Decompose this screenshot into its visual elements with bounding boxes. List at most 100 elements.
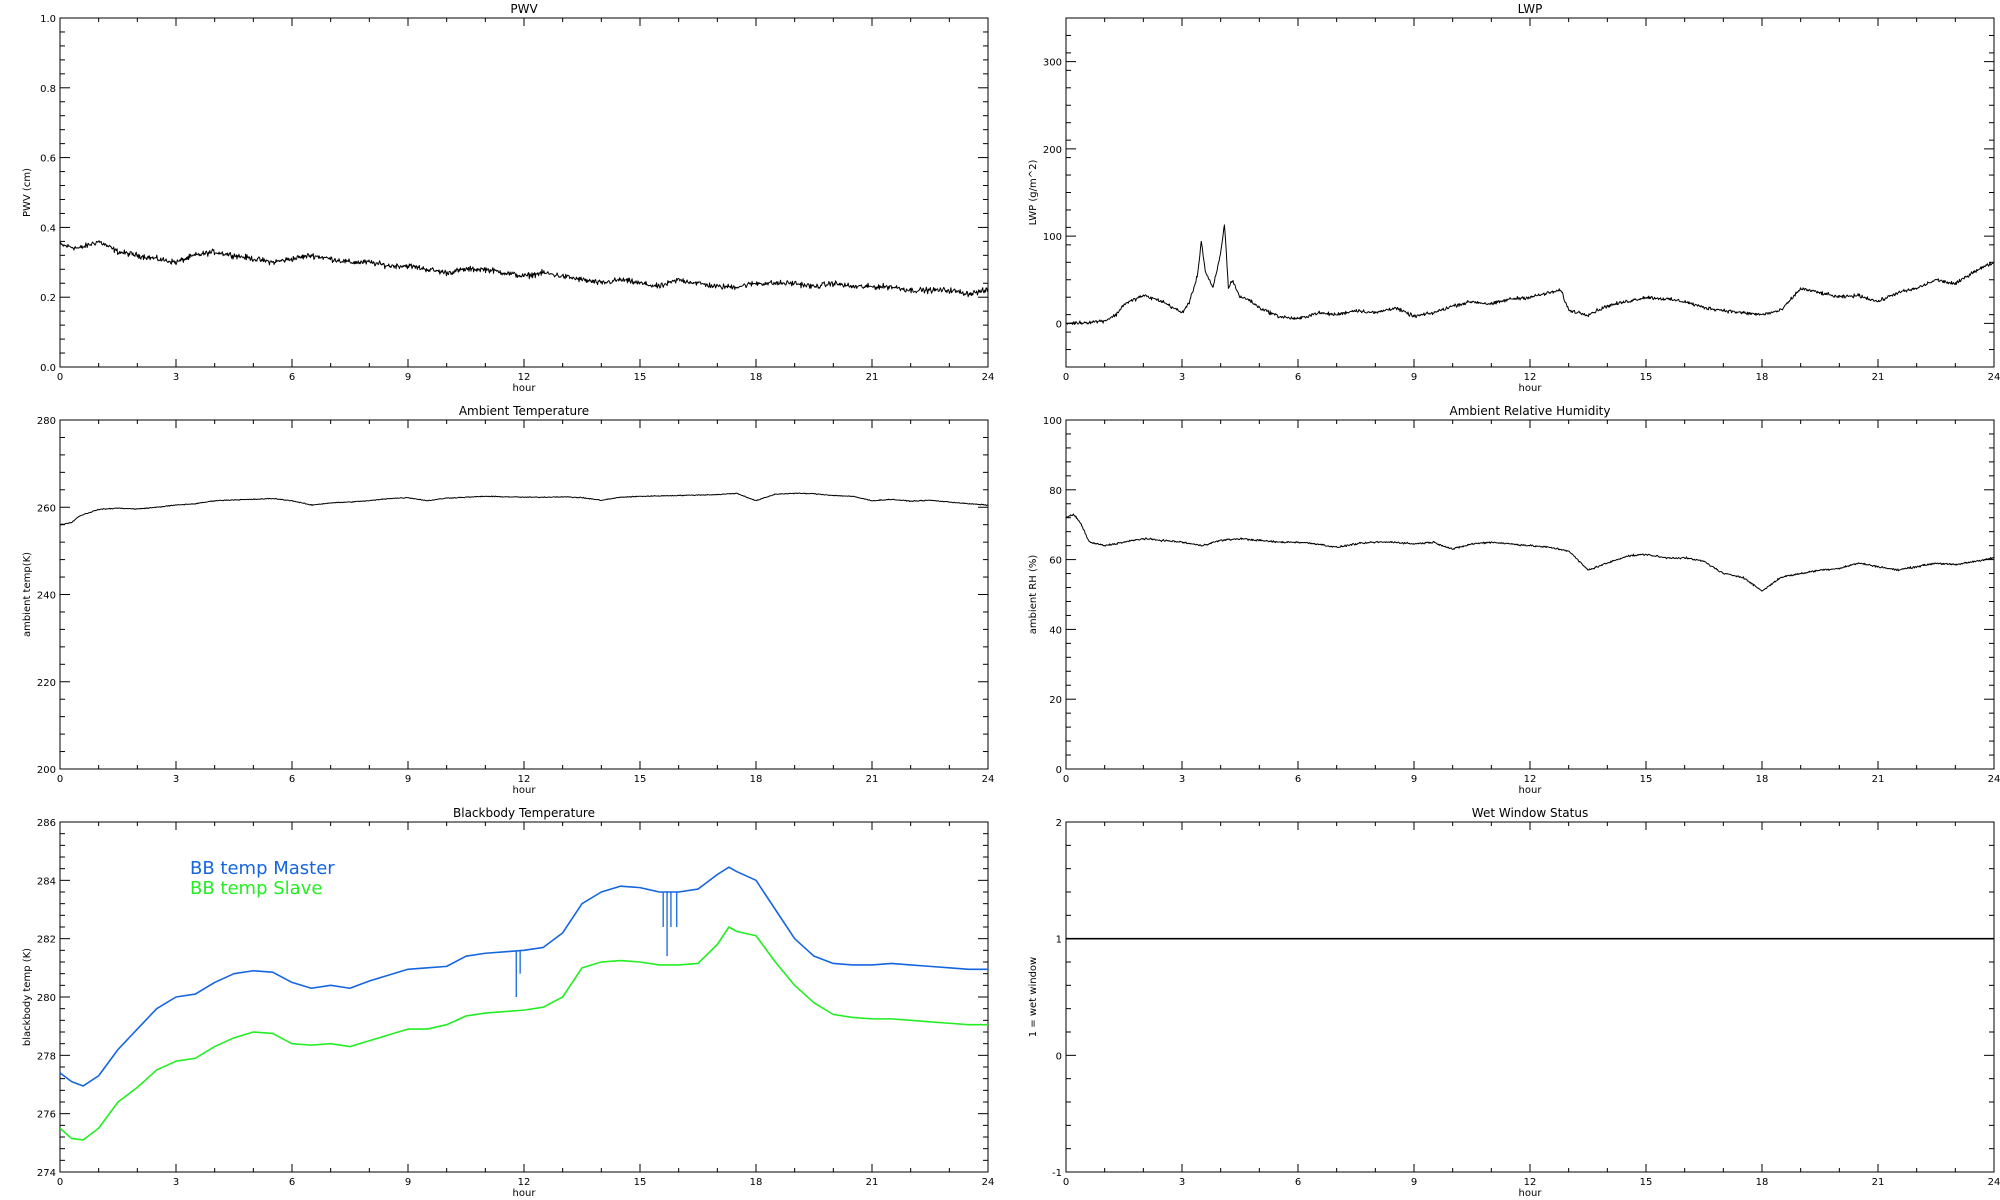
x-tick-label: 15 [1640, 1177, 1653, 1188]
plot-frame [59, 419, 989, 770]
x-tick-label: 6 [1295, 1177, 1301, 1188]
y-tick-label: 0 [1056, 765, 1062, 776]
x-tick-label: 15 [634, 774, 647, 785]
y-tick-label: 1 [1056, 935, 1062, 946]
y-tick-label: 0.6 [40, 154, 56, 165]
x-tick-label: 18 [1756, 372, 1769, 383]
y-tick-label: 200 [37, 765, 56, 776]
x-tick-label: 12 [1524, 1177, 1537, 1188]
chart-panel-ambient_rh: Ambient Relative Humidity 0 3 6 9 12 15 18 21 24 h… [1028, 404, 2000, 796]
x-tick-label: 3 [173, 372, 179, 383]
y-tick-label: 100 [1043, 232, 1062, 243]
x-tick-label: 24 [982, 1177, 995, 1188]
series-line-0 [60, 866, 988, 1087]
x-axis-label: hour [513, 1188, 537, 1199]
x-tick-label: 9 [1411, 372, 1417, 383]
y-tick-label: 1.0 [40, 14, 56, 25]
y-axis-label: 1 = wet window [1028, 957, 1039, 1037]
x-tick-label: 21 [866, 774, 879, 785]
x-tick-label: 3 [173, 1177, 179, 1188]
x-tick-label: 9 [1411, 774, 1417, 785]
x-tick-label: 0 [1063, 1177, 1069, 1188]
x-tick-label: 24 [982, 774, 995, 785]
y-tick-label: 240 [37, 591, 56, 602]
y-tick-label: 280 [37, 416, 56, 427]
y-tick-label: 300 [1043, 58, 1062, 69]
plot-frame [1065, 419, 1995, 770]
x-axis-label: hour [513, 785, 537, 796]
x-tick-label: 9 [405, 1177, 411, 1188]
y-axis-label: LWP (g/m^2) [1028, 160, 1039, 226]
y-tick-label: 284 [37, 876, 56, 887]
y-tick-label: 282 [37, 935, 56, 946]
x-tick-label: 12 [518, 372, 531, 383]
x-tick-label: 18 [1756, 774, 1769, 785]
x-tick-label: 24 [982, 372, 995, 383]
chart-panel-ambient_temp: Ambient Temperature 0 3 6 9 12 15 18 21 24 hour 200… [22, 404, 994, 796]
y-tick-label: 0.4 [40, 223, 56, 234]
x-axis-label: hour [1519, 1188, 1543, 1199]
y-tick-label: 286 [37, 818, 56, 829]
x-tick-label: 15 [634, 372, 647, 383]
x-tick-label: 15 [634, 1177, 647, 1188]
x-tick-label: 6 [289, 1177, 295, 1188]
y-tick-label: 276 [37, 1110, 56, 1121]
y-tick-label: 80 [1049, 486, 1062, 497]
chart-panel-blackbody_temp: Blackbody Temperature 0 3 6 9 12 15 18 21 24 hour 2… [22, 806, 994, 1199]
chart-panel-lwp: LWP 0 3 6 9 12 15 18 21 24 hour 0 100 200 300 LWP (g/m^… [1028, 2, 2000, 394]
x-tick-label: 21 [866, 372, 879, 383]
x-tick-label: 9 [1411, 1177, 1417, 1188]
x-tick-label: 0 [1063, 774, 1069, 785]
chart-title: Blackbody Temperature [453, 806, 595, 820]
chart-title: Wet Window Status [1472, 806, 1588, 820]
series-line-0 [1066, 224, 1994, 325]
x-tick-label: 18 [1756, 1177, 1769, 1188]
x-tick-label: 0 [57, 1177, 63, 1188]
x-tick-label: 6 [1295, 774, 1301, 785]
x-tick-label: 21 [1872, 774, 1885, 785]
y-tick-label: 278 [37, 1051, 56, 1062]
y-tick-label: 100 [1043, 416, 1062, 427]
y-tick-label: 2 [1056, 818, 1062, 829]
x-tick-label: 12 [518, 774, 531, 785]
x-tick-label: 0 [1063, 372, 1069, 383]
y-tick-label: 20 [1049, 695, 1062, 706]
x-axis-label: hour [1519, 383, 1543, 394]
x-tick-label: 9 [405, 372, 411, 383]
x-tick-label: 3 [1179, 1177, 1185, 1188]
x-tick-label: 3 [1179, 774, 1185, 785]
chart-panel-pwv: PWV 0 3 6 9 12 15 18 21 24 hour 0.0 0.2 0.4 0.6 0.8 1.0 P… [22, 2, 994, 394]
x-tick-label: 18 [750, 774, 763, 785]
y-tick-label: 0.0 [40, 363, 56, 374]
x-tick-label: 24 [1988, 1177, 2000, 1188]
y-tick-label: 200 [1043, 145, 1062, 156]
chart-title: LWP [1518, 2, 1543, 16]
x-tick-label: 21 [1872, 1177, 1885, 1188]
x-tick-label: 3 [173, 774, 179, 785]
y-tick-label: -1 [1052, 1168, 1062, 1179]
legend-entry: BB temp Slave [190, 878, 322, 899]
y-tick-label: 60 [1049, 556, 1062, 567]
plot-frame [1065, 821, 1995, 1173]
x-tick-label: 18 [750, 1177, 763, 1188]
x-tick-label: 24 [1988, 774, 2000, 785]
chart-title: Ambient Temperature [459, 404, 589, 418]
chart-title: Ambient Relative Humidity [1450, 404, 1611, 418]
y-axis-label: PWV (cm) [22, 168, 33, 217]
x-tick-label: 3 [1179, 372, 1185, 383]
y-tick-label: 0 [1056, 1051, 1062, 1062]
y-tick-label: 260 [37, 503, 56, 514]
plot-frame [1065, 17, 1995, 368]
y-axis-label: ambient RH (%) [1028, 555, 1039, 635]
plot-frame [59, 17, 989, 368]
x-tick-label: 15 [1640, 774, 1653, 785]
x-tick-label: 12 [1524, 372, 1537, 383]
y-tick-label: 40 [1049, 625, 1062, 636]
y-axis-label: ambient temp(K) [22, 552, 33, 637]
chart-title: PWV [510, 2, 538, 16]
x-tick-label: 15 [1640, 372, 1653, 383]
y-tick-label: 0 [1056, 319, 1062, 330]
series-line-0 [60, 240, 988, 298]
